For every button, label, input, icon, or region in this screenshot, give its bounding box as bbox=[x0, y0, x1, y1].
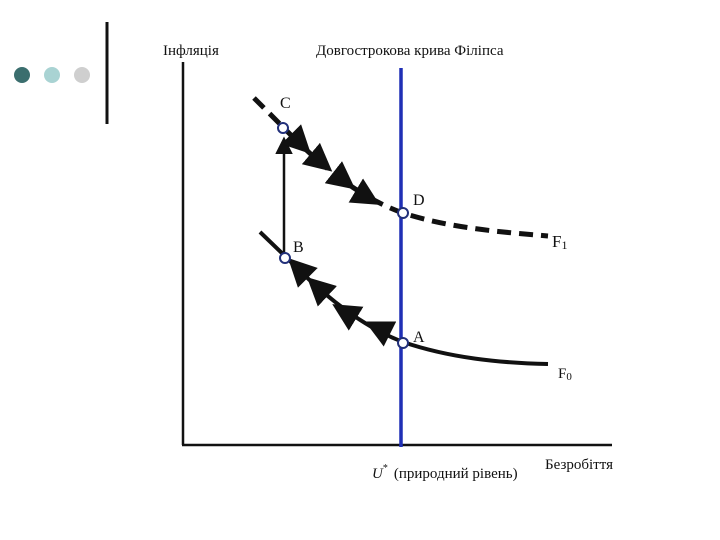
point-b-label: B bbox=[293, 239, 304, 256]
point-b bbox=[279, 252, 291, 264]
natural-rate-symbol: U bbox=[372, 466, 384, 482]
point-d bbox=[397, 207, 409, 219]
curve-f0-arrow bbox=[306, 277, 337, 307]
curve-f0-arrow bbox=[288, 258, 318, 288]
decor-dot-dark bbox=[14, 67, 30, 83]
curve-f0-arrow bbox=[332, 304, 364, 331]
natural-rate-superscript: * bbox=[383, 463, 388, 474]
curve-f0-subscript: 0 bbox=[566, 371, 572, 383]
decor-dot-light bbox=[44, 67, 60, 83]
curve-f0-arrow bbox=[364, 321, 397, 347]
decor-dot-gray bbox=[74, 67, 90, 83]
curve-f1-label: F1 bbox=[552, 232, 567, 252]
point-a bbox=[397, 337, 409, 349]
point-c bbox=[277, 122, 289, 134]
curve-f1-letter: F bbox=[552, 232, 561, 251]
curve-f1-subscript: 1 bbox=[561, 238, 567, 252]
natural-rate-label: U* (природний рівень) bbox=[372, 463, 518, 482]
point-c-label: C bbox=[280, 95, 291, 112]
curve-f1-arrow bbox=[348, 178, 380, 205]
point-a-label: A bbox=[413, 329, 425, 346]
lrpc-label: Довгострокова крива Філіпса bbox=[316, 43, 504, 59]
curve-f0-label: F0 bbox=[558, 366, 572, 383]
curve-f0-letter: F bbox=[558, 366, 566, 382]
natural-rate-text: (природний рівень) bbox=[394, 466, 518, 482]
x-axis-label: Безробіття bbox=[545, 457, 613, 473]
y-axis-label: Інфляція bbox=[163, 43, 219, 59]
point-d-label: D bbox=[413, 192, 425, 209]
